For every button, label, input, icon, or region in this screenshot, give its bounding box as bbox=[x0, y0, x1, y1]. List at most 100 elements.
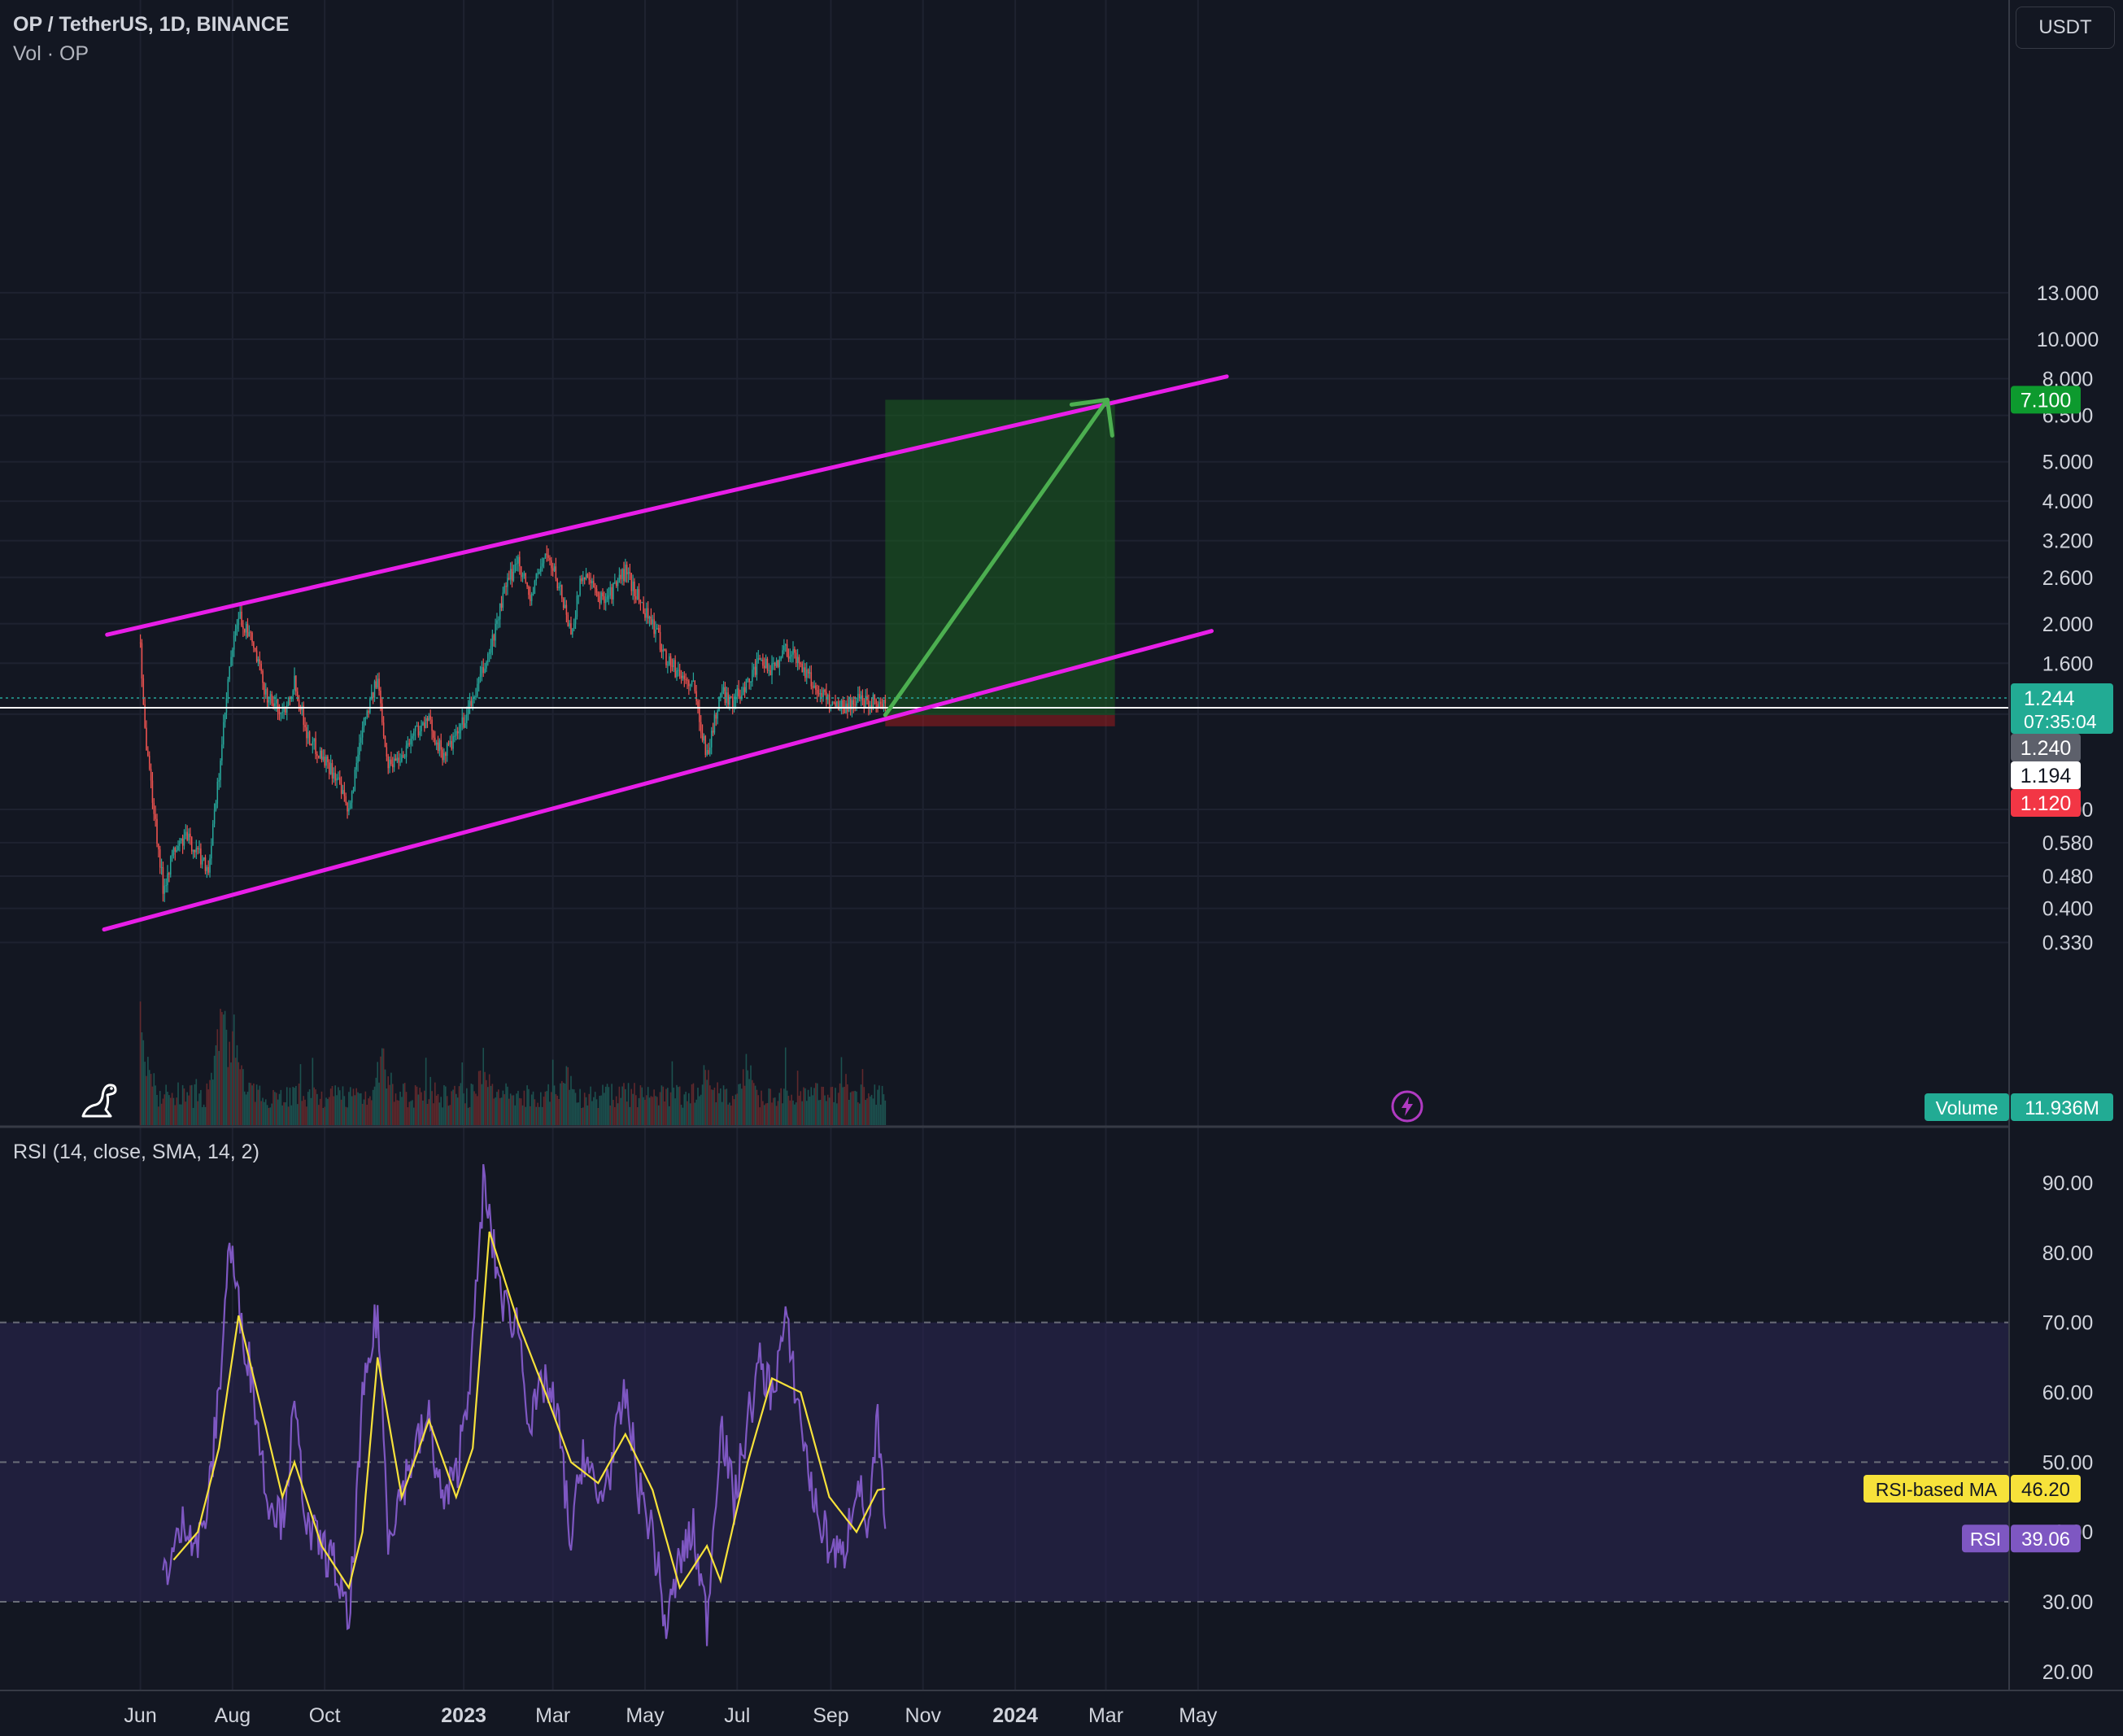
volume-bar bbox=[327, 1098, 329, 1125]
candle-body bbox=[565, 604, 568, 615]
rsi-indicator-label[interactable]: RSI (14, close, SMA, 14, 2) bbox=[13, 1141, 259, 1163]
volume-bar bbox=[676, 1084, 678, 1125]
volume-bar bbox=[248, 1082, 251, 1125]
candle-body bbox=[800, 663, 802, 665]
candle-body bbox=[203, 857, 205, 860]
candle-body bbox=[516, 563, 517, 565]
volume-bar bbox=[306, 1106, 307, 1125]
candle-body bbox=[496, 620, 498, 625]
volume-bar bbox=[295, 1085, 297, 1125]
candle-body bbox=[835, 702, 836, 707]
volume-bar bbox=[688, 1093, 690, 1125]
candle-body bbox=[381, 703, 383, 723]
candle-body bbox=[588, 577, 591, 580]
volume-bar bbox=[502, 1090, 504, 1125]
close-level-badge: 1.240 bbox=[2011, 734, 2081, 761]
candle-body bbox=[777, 661, 779, 668]
stop-zone[interactable] bbox=[885, 714, 1115, 726]
volume-bar bbox=[866, 1098, 868, 1125]
volume-bar bbox=[620, 1097, 622, 1125]
volume-bar bbox=[682, 1107, 684, 1125]
price-axis[interactable]: 13.00010.0008.0006.5005.0004.0003.2002.6… bbox=[2037, 282, 2099, 955]
volume-bar bbox=[611, 1084, 612, 1125]
candle-body bbox=[562, 598, 565, 608]
candle-body bbox=[828, 695, 830, 705]
volume-bar bbox=[449, 1105, 451, 1125]
candle-body bbox=[730, 696, 732, 698]
candle-body bbox=[194, 849, 196, 853]
candle-body bbox=[426, 718, 429, 721]
candle-body bbox=[530, 593, 533, 601]
volume-bar bbox=[614, 1106, 616, 1125]
currency-button[interactable]: USDT bbox=[2016, 7, 2115, 49]
volume-bar bbox=[230, 1062, 232, 1125]
candle-body bbox=[183, 835, 185, 846]
volume-bar bbox=[660, 1085, 663, 1125]
candle-body bbox=[736, 688, 739, 696]
channel-line-lower[interactable] bbox=[102, 629, 1214, 932]
candle-body bbox=[456, 731, 457, 736]
candle-body bbox=[837, 701, 839, 710]
volume-bar bbox=[745, 1053, 748, 1125]
volume-bar bbox=[826, 1101, 827, 1125]
volume-value-badge-text: 11.936M bbox=[2025, 1097, 2099, 1119]
candle-body bbox=[340, 783, 342, 794]
candle-body bbox=[656, 628, 658, 630]
candle-body bbox=[561, 585, 563, 599]
volume-bar bbox=[588, 1093, 591, 1125]
candle-body bbox=[230, 656, 232, 667]
channel-line-upper[interactable] bbox=[105, 374, 1229, 637]
candle-body bbox=[320, 750, 323, 760]
candle-body bbox=[655, 629, 656, 635]
volume-bar bbox=[560, 1083, 561, 1125]
candle-body bbox=[371, 691, 373, 699]
volume-bar bbox=[232, 1031, 233, 1125]
candle-body bbox=[523, 573, 525, 576]
candle-body bbox=[168, 873, 170, 875]
symbol-title[interactable]: OP / TetherUS, 1D, BINANCE bbox=[13, 13, 290, 36]
volume-bar bbox=[586, 1105, 589, 1125]
lightning-icon[interactable] bbox=[1389, 1088, 1425, 1128]
candle-body bbox=[292, 690, 294, 696]
candle-body bbox=[452, 735, 454, 749]
volume-bar bbox=[678, 1086, 681, 1125]
volume-bar bbox=[275, 1093, 277, 1125]
volume-bar bbox=[380, 1056, 381, 1125]
volume-bar bbox=[294, 1088, 295, 1125]
volume-bar bbox=[422, 1100, 424, 1125]
candle-body bbox=[774, 663, 776, 666]
candle-body bbox=[540, 566, 542, 572]
time-axis[interactable]: Jun Aug Oct 2023 Mar May Jul Sep Nov 2024 Mar May bbox=[124, 1704, 1218, 1727]
candle-body bbox=[636, 589, 639, 600]
volume-bar bbox=[561, 1080, 563, 1125]
candle-body bbox=[242, 626, 244, 629]
candle-body bbox=[641, 602, 643, 604]
volume-bar bbox=[565, 1066, 568, 1125]
candle-body bbox=[190, 833, 191, 838]
candle-body bbox=[816, 690, 818, 694]
volume-bar bbox=[735, 1094, 737, 1125]
volume-bar bbox=[277, 1099, 279, 1125]
time-tick-label: Jun bbox=[124, 1704, 156, 1727]
candle-body bbox=[875, 699, 877, 704]
rsi-ma-value-badge-text: 46.20 bbox=[2021, 1479, 2070, 1501]
candle-body bbox=[412, 735, 413, 739]
volume-bar bbox=[509, 1093, 512, 1125]
volume-bar bbox=[146, 1075, 147, 1125]
volume-indicator-label[interactable]: Vol · OP bbox=[13, 42, 89, 65]
volume-bar bbox=[706, 1080, 708, 1125]
candle-body bbox=[289, 697, 291, 700]
volume-bar bbox=[652, 1097, 654, 1125]
projection-arrow[interactable] bbox=[883, 397, 1109, 718]
volume-bar bbox=[845, 1074, 847, 1125]
volume-bar bbox=[207, 1089, 209, 1125]
volume-bar bbox=[516, 1093, 517, 1125]
candle-body bbox=[206, 866, 208, 871]
candle-body bbox=[333, 772, 335, 779]
volume-bar bbox=[621, 1086, 623, 1125]
volume-bar bbox=[200, 1089, 202, 1125]
candle-body bbox=[153, 802, 155, 814]
volume-bar bbox=[299, 1064, 302, 1125]
